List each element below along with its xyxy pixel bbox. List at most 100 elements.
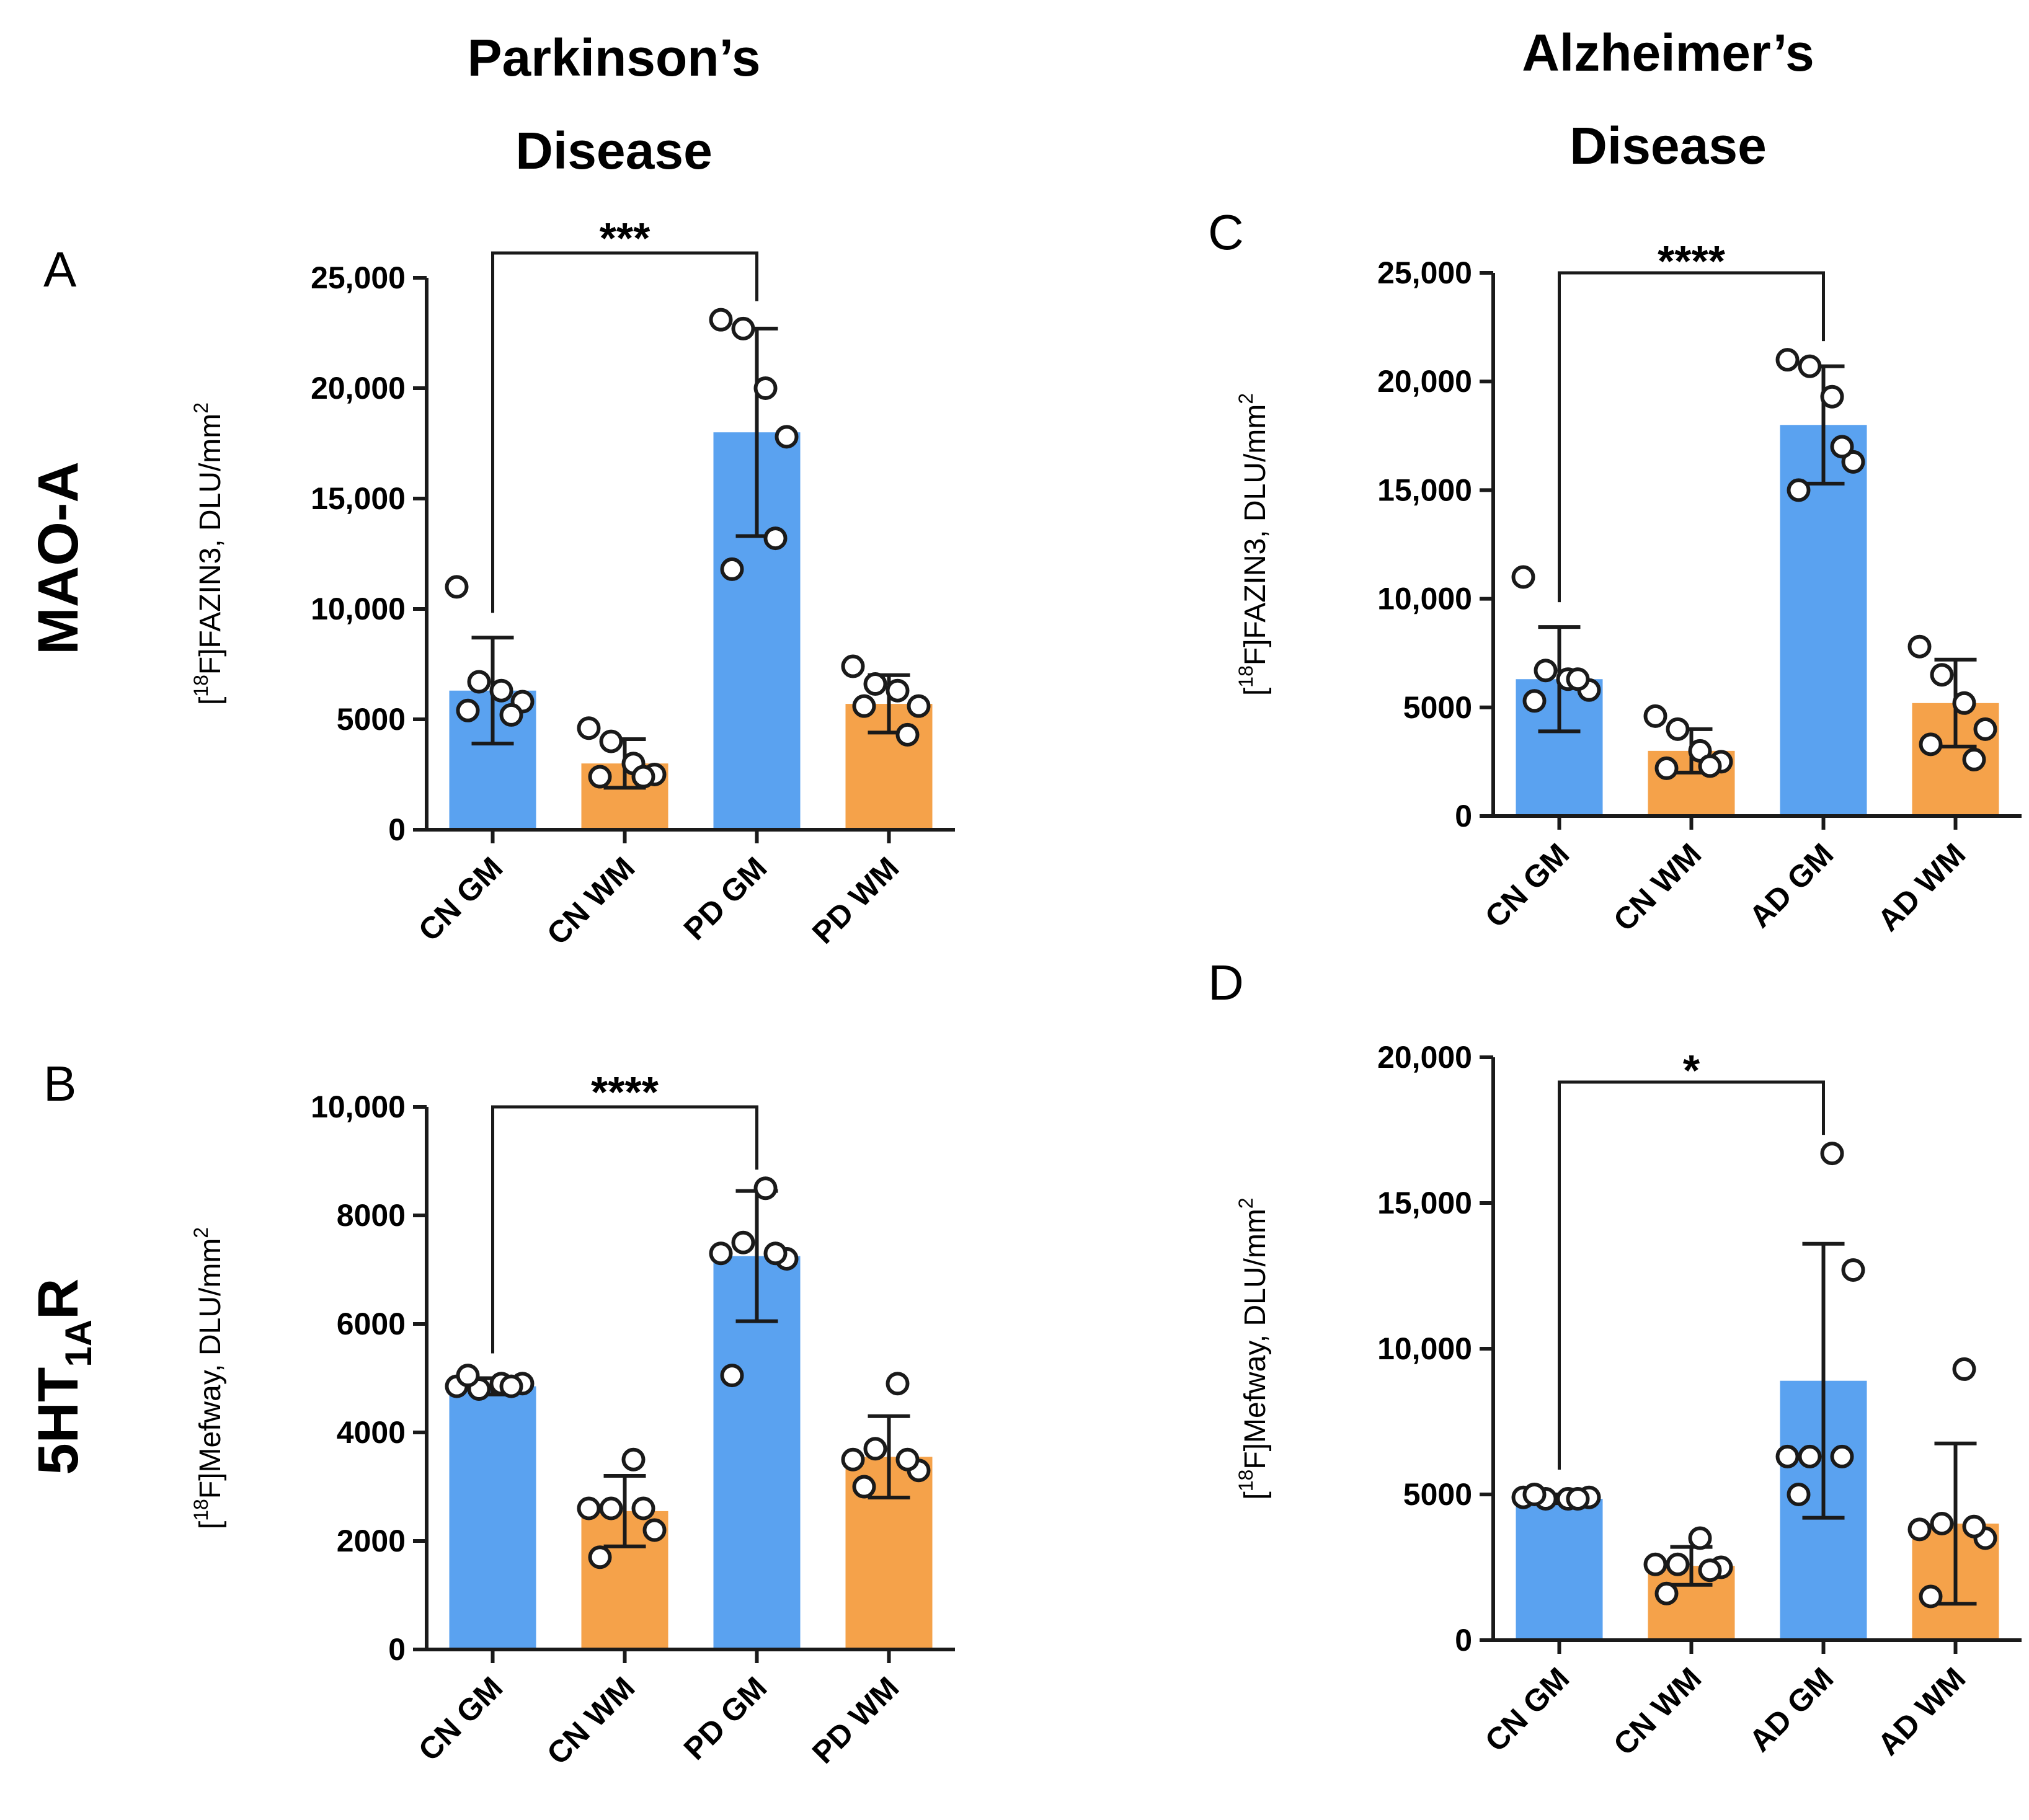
x-tick-label: CN GM: [412, 850, 509, 948]
data-point: [1698, 754, 1722, 778]
significance-bracket: [491, 1105, 758, 1354]
data-point: [1830, 435, 1854, 459]
significance-bracket: [491, 251, 758, 613]
y-tick-label: 20,000: [1377, 364, 1472, 399]
y-tick-label: 15,000: [311, 481, 406, 516]
panel-letter: A: [43, 242, 77, 297]
data-point: [1566, 667, 1590, 691]
y-axis-title-superscript-2: 2: [1235, 1197, 1257, 1209]
y-tick-label: 10,000: [311, 1090, 406, 1124]
bar: [1516, 1499, 1603, 1640]
data-point: [599, 1496, 623, 1520]
panel-letter: D: [1208, 955, 1244, 1010]
data-point: [1820, 384, 1844, 409]
y-axis-title: [18F]Mefway, DLU/mm2: [190, 1227, 227, 1529]
data-point: [895, 722, 920, 747]
y-axis-title-superscript-2: 2: [190, 402, 212, 414]
y-axis-title-superscript-2: 2: [190, 1227, 212, 1238]
data-point: [1643, 1552, 1667, 1576]
y-axis-title-main: F]Mefway, DLU/mm: [194, 1238, 227, 1499]
x-tick-label: CN GM: [1478, 1661, 1576, 1758]
data-point: [1787, 478, 1811, 502]
y-tick-label: 10,000: [1377, 582, 1472, 616]
data-point: [731, 1230, 755, 1254]
significance-label: ****: [1658, 237, 1726, 285]
data-point: [577, 716, 601, 740]
data-point: [588, 765, 612, 789]
y-axis-title: [18F]FAZIN3, DLU/mm2: [1235, 393, 1272, 696]
data-point: [709, 308, 733, 332]
y-axis-title-superscript: 18: [190, 1499, 212, 1521]
row-label-5ht1ar-main: 5HT: [27, 1367, 90, 1475]
y-tick-label: 5000: [1403, 690, 1472, 725]
data-point: [1666, 1552, 1690, 1576]
data-point: [1952, 1357, 1976, 1381]
y-tick-label: 15,000: [1377, 473, 1472, 507]
data-point: [1919, 732, 1943, 757]
data-point: [1830, 1444, 1854, 1468]
data-point: [1962, 747, 1986, 771]
data-point: [489, 678, 513, 703]
y-tick-label: 2000: [337, 1524, 406, 1558]
data-point: [1511, 565, 1535, 589]
data-point: [1841, 1258, 1865, 1282]
data-point: [1775, 1444, 1800, 1468]
data-point: [1688, 1526, 1712, 1550]
data-point: [499, 1374, 523, 1398]
y-tick-label: 10,000: [311, 592, 406, 626]
data-point: [445, 575, 469, 599]
data-point: [1841, 450, 1865, 474]
data-point: [1907, 1517, 1932, 1542]
y-tick-label: 4000: [337, 1415, 406, 1450]
data-point: [886, 1372, 910, 1396]
data-point: [1775, 348, 1800, 372]
data-point: [1698, 1558, 1722, 1583]
x-tick-label: AD GM: [1743, 1661, 1840, 1758]
data-point: [720, 557, 744, 581]
y-axis-title-bracket: [: [1239, 688, 1272, 696]
data-point: [1973, 717, 1997, 741]
chart-panel-c: C 0 5000 10,000 15,000 20,000 25,000 CN GM CN WM…: [1208, 205, 2022, 938]
data-point: [1654, 1581, 1679, 1605]
x-tick-label: PD WM: [806, 850, 905, 950]
data-point: [1534, 659, 1558, 683]
y-tick-label: 8000: [337, 1198, 406, 1233]
data-point: [1907, 634, 1932, 659]
y-axis-title-bracket: [: [194, 1521, 227, 1529]
data-point: [731, 316, 755, 340]
y-axis-title-main: F]FAZIN3, DLU/mm: [1239, 404, 1272, 665]
data-point: [907, 694, 931, 718]
row-label-5ht1ar-suffix: R: [27, 1279, 90, 1320]
y-tick-label: 0: [1455, 799, 1472, 833]
y-tick-label: 0: [388, 812, 406, 847]
y-axis-title-bracket: [: [194, 697, 227, 705]
data-point: [1820, 1142, 1844, 1166]
data-point: [763, 1241, 788, 1266]
x-tick-label: AD WM: [1871, 837, 1972, 938]
y-axis-title-superscript: 18: [190, 675, 212, 697]
x-tick-label: CN WM: [1607, 1661, 1708, 1762]
data-point: [499, 703, 523, 727]
data-point: [886, 678, 910, 703]
chart-panel-b: B 0 2000 4000 6000 8000 10,000 CN GM CN WM PD GM P…: [43, 1056, 955, 1772]
data-point: [841, 654, 865, 678]
data-point: [456, 1364, 480, 1388]
data-point: [1930, 663, 1954, 687]
bar: [449, 1386, 536, 1649]
x-tick-label: CN WM: [540, 850, 641, 951]
y-axis-title-superscript: 18: [1235, 1470, 1257, 1492]
x-tick-label: PD GM: [677, 850, 773, 946]
row-label-mao-a: MAO-A: [27, 461, 90, 655]
data-point: [753, 376, 778, 400]
data-point: [456, 698, 480, 722]
y-axis-title-superscript-2: 2: [1235, 393, 1257, 404]
data-point: [1952, 691, 1976, 715]
data-point: [1522, 689, 1547, 713]
data-point: [588, 1545, 612, 1569]
column-title-parkinsons-line1: Parkinson’s: [467, 29, 760, 87]
data-point: [753, 1176, 778, 1201]
data-point: [1522, 1483, 1547, 1506]
data-point: [631, 1496, 655, 1520]
y-tick-label: 0: [1455, 1623, 1472, 1658]
y-tick-label: 20,000: [1377, 1040, 1472, 1075]
